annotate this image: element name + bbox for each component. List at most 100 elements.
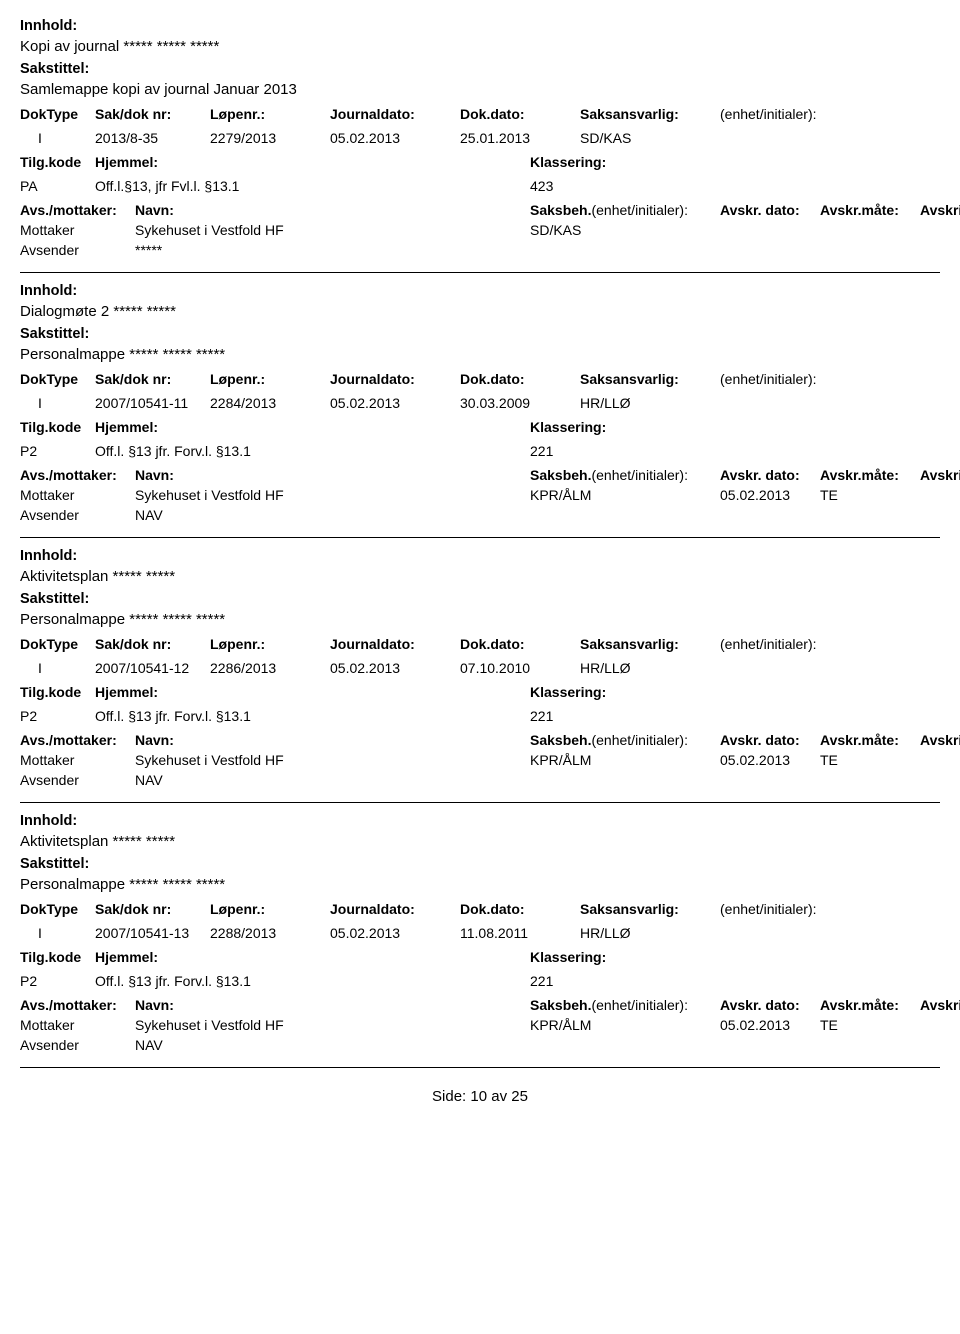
saksbeh-value: KPR/ÅLM <box>530 1017 720 1033</box>
lopenr-value: 2284/2013 <box>210 395 330 411</box>
lopenr-label: Løpenr.: <box>210 371 330 387</box>
avskrdato-value: 05.02.2013 <box>720 487 820 503</box>
tilg-header-row: Tilg.kode Hjemmel: Klassering: <box>20 684 940 700</box>
sakstittel-label: Sakstittel: <box>20 326 940 342</box>
avsmottaker-label: Avs./mottaker: <box>20 732 135 748</box>
klassering-value: 221 <box>530 973 890 989</box>
tilgkode-value: P2 <box>20 973 95 989</box>
avskrdato-value <box>720 222 820 238</box>
innhold-value: Dialogmøte 2 ***** ***** <box>20 303 940 320</box>
saksansvarlig-label: Saksansvarlig: <box>580 371 720 387</box>
hjemmel-value: Off.l. §13 jfr. Forv.l. §13.1 <box>95 443 530 459</box>
avskrivlnr-label: Avskriv lnr.: <box>920 997 960 1013</box>
avskrdato-label: Avskr. dato: <box>720 202 820 218</box>
avskrmate-value: TE <box>820 487 920 503</box>
avskrmate-label: Avskr.måte: <box>820 997 920 1013</box>
avs-header-row: Avs./mottaker: Navn: Saksbeh.(enhet/init… <box>20 467 940 483</box>
mottaker-navn: Sykehuset i Vestfold HF <box>135 487 530 503</box>
side-label: Side: <box>432 1088 466 1105</box>
hjemmel-label: Hjemmel: <box>95 684 530 700</box>
avskrmate-value: TE <box>820 752 920 768</box>
journaldato-label: Journaldato: <box>330 106 460 122</box>
mottaker-navn: Sykehuset i Vestfold HF <box>135 222 530 238</box>
journaldato-value: 05.02.2013 <box>330 660 460 676</box>
mottaker-row: Mottaker Sykehuset i Vestfold HF KPR/ÅLM… <box>20 1017 940 1033</box>
avsender-navn: ***** <box>135 242 530 258</box>
saksbeh-value: SD/KAS <box>530 222 720 238</box>
avsender-navn: NAV <box>135 1037 530 1053</box>
tilg-value-row: P2 Off.l. §13 jfr. Forv.l. §13.1 221 <box>20 973 940 989</box>
mottaker-row: Mottaker Sykehuset i Vestfold HF KPR/ÅLM… <box>20 752 940 768</box>
klassering-label: Klassering: <box>530 684 890 700</box>
journal-entry: Innhold: Dialogmøte 2 ***** ***** Saksti… <box>20 283 940 538</box>
mottaker-navn: Sykehuset i Vestfold HF <box>135 752 530 768</box>
navn-label: Navn: <box>135 732 530 748</box>
journaldato-value: 05.02.2013 <box>330 395 460 411</box>
tilg-value-row: P2 Off.l. §13 jfr. Forv.l. §13.1 221 <box>20 443 940 459</box>
klassering-label: Klassering: <box>530 949 890 965</box>
mottaker-row: Mottaker Sykehuset i Vestfold HF SD/KAS <box>20 222 940 238</box>
saksansvarlig-value: HR/LLØ <box>580 660 720 676</box>
mottaker-navn: Sykehuset i Vestfold HF <box>135 1017 530 1033</box>
dokdato-value: 07.10.2010 <box>460 660 580 676</box>
dokdato-label: Dok.dato: <box>460 636 580 652</box>
innhold-value: Kopi av journal ***** ***** ***** <box>20 38 940 55</box>
dokdato-label: Dok.dato: <box>460 371 580 387</box>
avskrdato-label: Avskr. dato: <box>720 732 820 748</box>
lopenr-value: 2288/2013 <box>210 925 330 941</box>
mottaker-label: Mottaker <box>20 487 135 503</box>
klassering-label: Klassering: <box>530 419 890 435</box>
avsender-label: Avsender <box>20 242 135 258</box>
lopenr-value: 2286/2013 <box>210 660 330 676</box>
sakdok-label: Sak/dok nr: <box>95 636 210 652</box>
journaldato-value: 05.02.2013 <box>330 925 460 941</box>
saksansvarlig-value: SD/KAS <box>580 130 720 146</box>
enhet-label: (enhet/initialer): <box>720 371 900 387</box>
sakdok-value: 2007/10541-11 <box>95 395 210 411</box>
avsender-navn: NAV <box>135 507 530 523</box>
sakstittel-value: Personalmappe ***** ***** ***** <box>20 876 940 893</box>
saksbeh-label: Saksbeh.(enhet/initialer): <box>530 467 720 483</box>
doktype-label: DokType <box>20 371 95 387</box>
avsmottaker-label: Avs./mottaker: <box>20 467 135 483</box>
hjemmel-value: Off.l. §13 jfr. Forv.l. §13.1 <box>95 973 530 989</box>
page-total: 25 <box>511 1088 528 1105</box>
sakdok-value: 2013/8-35 <box>95 130 210 146</box>
doktype-value: I <box>20 130 95 146</box>
avskrmate-label: Avskr.måte: <box>820 732 920 748</box>
klassering-value: 221 <box>530 708 890 724</box>
avskrdato-value: 05.02.2013 <box>720 1017 820 1033</box>
lopenr-label: Løpenr.: <box>210 106 330 122</box>
tilg-header-row: Tilg.kode Hjemmel: Klassering: <box>20 154 940 170</box>
mottaker-row: Mottaker Sykehuset i Vestfold HF KPR/ÅLM… <box>20 487 940 503</box>
hjemmel-value: Off.l. §13 jfr. Forv.l. §13.1 <box>95 708 530 724</box>
sakstittel-label: Sakstittel: <box>20 61 940 77</box>
avskrdato-label: Avskr. dato: <box>720 467 820 483</box>
saksansvarlig-label: Saksansvarlig: <box>580 106 720 122</box>
avskrmate-label: Avskr.måte: <box>820 467 920 483</box>
journaldato-value: 05.02.2013 <box>330 130 460 146</box>
meta-header-row: DokType Sak/dok nr: Løpenr.: Journaldato… <box>20 106 940 122</box>
journal-entry: Innhold: Aktivitetsplan ***** ***** Saks… <box>20 813 940 1068</box>
avskrmate-value: TE <box>820 1017 920 1033</box>
doktype-value: I <box>20 925 95 941</box>
avsender-label: Avsender <box>20 772 135 788</box>
hjemmel-label: Hjemmel: <box>95 154 530 170</box>
doktype-value: I <box>20 660 95 676</box>
dokdato-value: 11.08.2011 <box>460 925 580 941</box>
saksbeh-value: KPR/ÅLM <box>530 752 720 768</box>
tilg-header-row: Tilg.kode Hjemmel: Klassering: <box>20 419 940 435</box>
avskrdato-value: 05.02.2013 <box>720 752 820 768</box>
innhold-value: Aktivitetsplan ***** ***** <box>20 833 940 850</box>
saksbeh-label: Saksbeh.(enhet/initialer): <box>530 997 720 1013</box>
avs-header-row: Avs./mottaker: Navn: Saksbeh.(enhet/init… <box>20 202 940 218</box>
innhold-value: Aktivitetsplan ***** ***** <box>20 568 940 585</box>
meta-value-row: I 2007/10541-11 2284/2013 05.02.2013 30.… <box>20 395 940 411</box>
tilgkode-value: P2 <box>20 708 95 724</box>
saksbeh-value: KPR/ÅLM <box>530 487 720 503</box>
navn-label: Navn: <box>135 467 530 483</box>
meta-value-row: I 2007/10541-12 2286/2013 05.02.2013 07.… <box>20 660 940 676</box>
dokdato-label: Dok.dato: <box>460 901 580 917</box>
tilg-header-row: Tilg.kode Hjemmel: Klassering: <box>20 949 940 965</box>
hjemmel-label: Hjemmel: <box>95 949 530 965</box>
